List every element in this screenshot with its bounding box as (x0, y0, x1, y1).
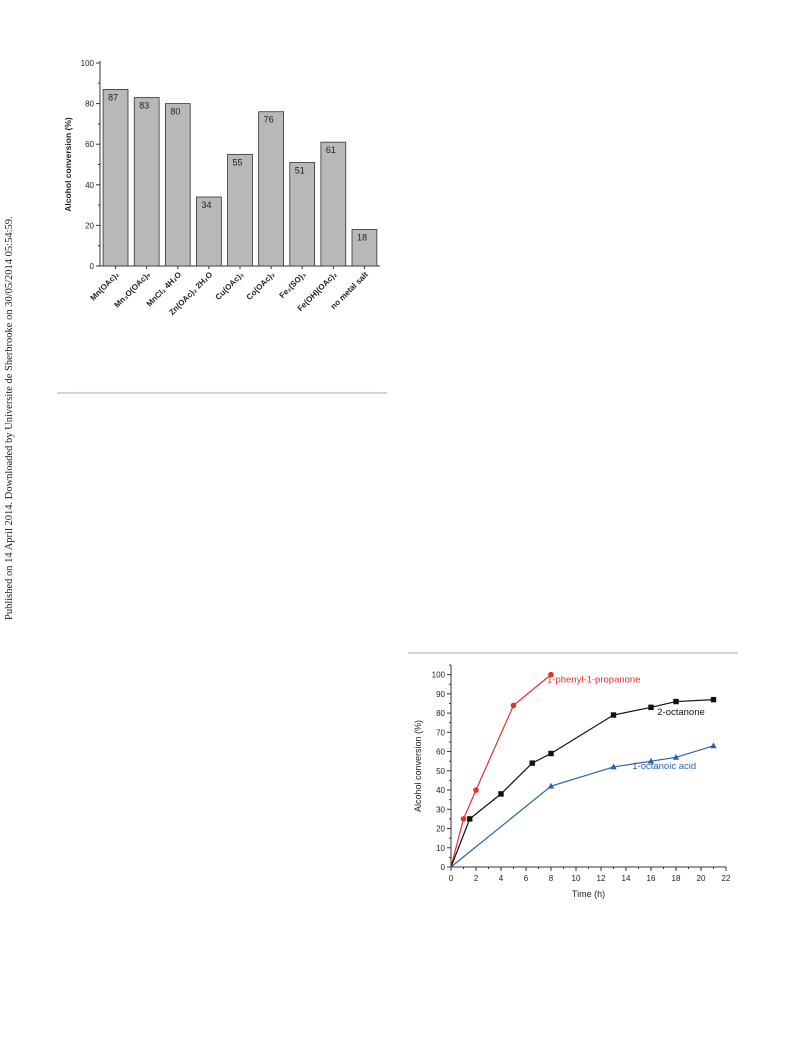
data-point (710, 696, 717, 703)
bar (164, 103, 191, 267)
data-point (467, 816, 473, 822)
bar (102, 88, 129, 267)
bar (227, 153, 253, 267)
x-tick-label: 8 (549, 874, 554, 883)
data-point (473, 787, 479, 793)
data-point (673, 698, 679, 705)
data-point (547, 782, 555, 789)
x-tick-label: 18 (672, 874, 681, 883)
bar-value-label: 55 (233, 157, 243, 167)
bar (258, 111, 284, 267)
y-tick-label: 70 (436, 728, 445, 737)
x-tick-label: Co(OAc)₂ (245, 270, 277, 302)
data-point (460, 816, 467, 822)
series-line (450, 699, 714, 868)
bar (133, 97, 160, 267)
series-line (450, 674, 552, 868)
y-axis-label: Alcohol conversion (%) (413, 720, 423, 812)
bar-value-label: 80 (170, 107, 180, 117)
x-axis-label: Time (h) (572, 889, 605, 899)
y-tick-label: 60 (436, 748, 445, 757)
y-tick-label: 0 (90, 262, 95, 271)
bar-value-label: 61 (326, 145, 336, 155)
data-point (672, 753, 680, 760)
x-tick-label: Cu(OAc)₂ (214, 270, 246, 302)
download-notice: Published on 14 April 2014. Downloaded b… (4, 216, 15, 620)
x-tick-label: 2 (474, 874, 479, 883)
bar-chart-catalyst-conversion: 0 20 40 60 80 100 Alcohol conversion (%) 87 Mn(O… (63, 59, 380, 317)
data-point (548, 750, 554, 757)
x-tick-label: 14 (622, 874, 631, 883)
data-point (648, 704, 654, 711)
y-tick-label: 100 (81, 59, 95, 68)
data-point (610, 763, 617, 770)
bar (320, 141, 347, 267)
data-point (510, 702, 517, 709)
x-tick-label: Mn(OAc)₂ (89, 270, 122, 303)
data-point (529, 760, 535, 766)
y-tick-label: 0 (441, 863, 446, 872)
data-point (710, 742, 717, 749)
y-tick-label: 20 (85, 221, 94, 230)
bar-value-label: 51 (295, 165, 305, 175)
series-label: 1-octanoic acid (632, 761, 696, 772)
y-tick-label: 30 (436, 805, 445, 814)
y-tick-label: 40 (436, 786, 445, 795)
x-tick-label: Fe₂(SO)₃ (278, 270, 308, 300)
y-tick-label: 60 (85, 140, 94, 149)
series-label: 2-octanone (657, 707, 705, 718)
x-tick-label: 22 (722, 874, 731, 883)
data-point (498, 791, 504, 797)
x-tick-label: 10 (572, 874, 581, 883)
divider-top (57, 392, 387, 394)
data-point (548, 671, 554, 678)
y-axis-label: Alcohol conversion (%) (63, 117, 73, 212)
bar-value-label: 18 (357, 232, 367, 242)
y-tick-label: 80 (436, 709, 445, 718)
data-point (647, 757, 655, 764)
series-line (450, 745, 714, 868)
y-tick-label: 10 (436, 844, 445, 853)
x-tick-label: 16 (647, 874, 656, 883)
bar-value-label: 87 (108, 92, 118, 102)
y-tick-label: 100 (432, 671, 446, 680)
divider-bottom (408, 652, 738, 654)
x-tick-label: 4 (499, 874, 504, 883)
bar (351, 229, 378, 267)
line-chart-conversion-vs-time: 0 10 20 30 40 50 60 70 80 90 100 0 2 4 6 8 10 12 14 16 18 20 2… (413, 664, 731, 899)
x-tick-label: 12 (597, 874, 606, 883)
bar-value-label: 34 (201, 200, 211, 210)
x-tick-label: 0 (449, 874, 454, 883)
data-point (610, 712, 617, 718)
y-tick-label: 90 (436, 690, 445, 699)
y-tick-label: 40 (85, 181, 94, 190)
y-tick-label: 20 (436, 825, 445, 834)
y-tick-label: 80 (85, 100, 94, 109)
bar-value-label: 76 (264, 115, 274, 125)
bar-value-label: 83 (139, 101, 149, 111)
x-tick-label: 6 (524, 874, 529, 883)
y-tick-label: 50 (436, 767, 445, 776)
x-tick-label: 20 (697, 874, 706, 883)
series-label: 1-phenyl-1-propanone (547, 674, 640, 685)
bar (289, 162, 316, 267)
